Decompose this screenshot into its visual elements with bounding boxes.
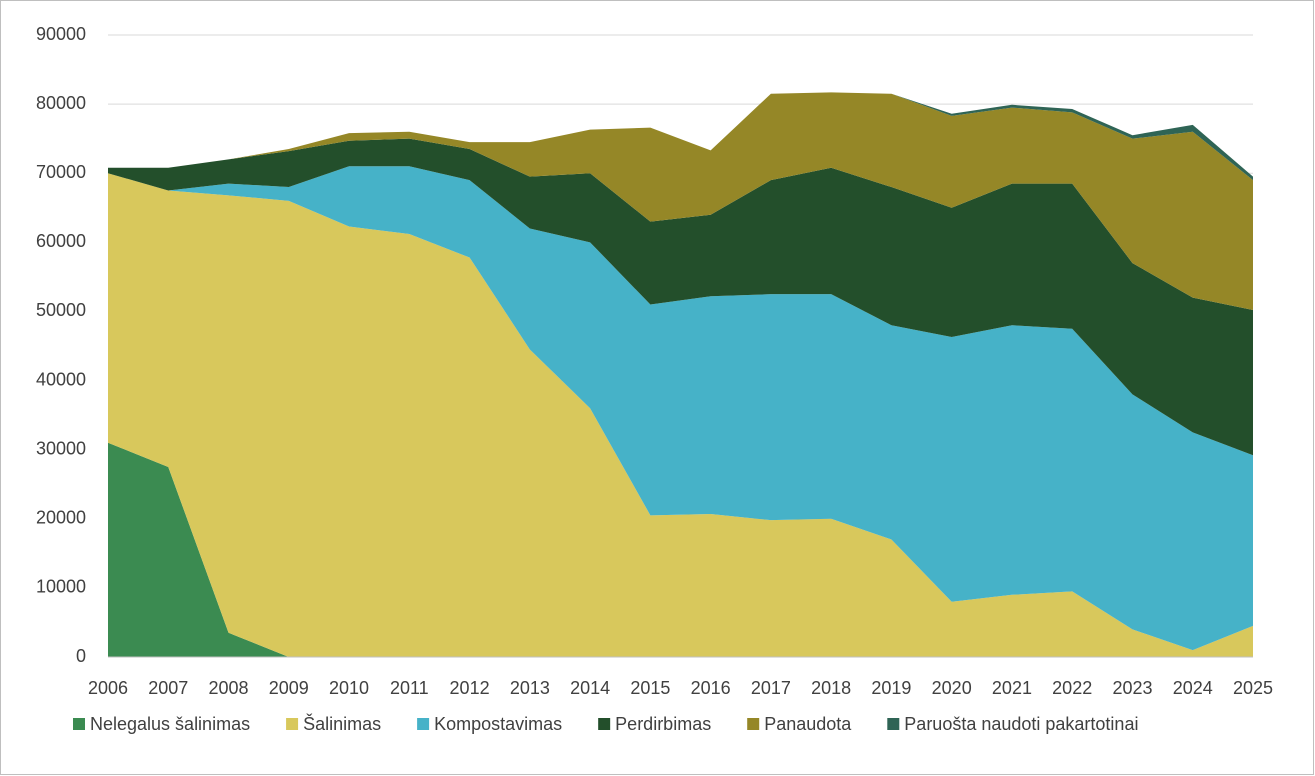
x-tick-label: 2025 [1233, 678, 1273, 698]
area [108, 442, 1253, 657]
x-tick-label: 2021 [992, 678, 1032, 698]
x-tick-label: 2015 [630, 678, 670, 698]
x-tick-label: 2017 [751, 678, 791, 698]
x-tick-label: 2020 [932, 678, 972, 698]
legend-label: Nelegalus šalinimas [90, 714, 250, 734]
legend-label: Šalinimas [303, 713, 381, 734]
legend-label: Panaudota [764, 714, 852, 734]
x-tick-label: 2018 [811, 678, 851, 698]
y-tick-label: 70000 [36, 162, 86, 182]
area [108, 92, 1253, 311]
y-tick-label: 40000 [36, 369, 86, 389]
area [108, 173, 1253, 657]
y-tick-label: 50000 [36, 300, 86, 320]
x-tick-label: 2024 [1173, 678, 1213, 698]
x-tick-label: 2013 [510, 678, 550, 698]
legend-label: Paruošta naudoti pakartotinai [904, 714, 1138, 734]
legend-swatch [417, 718, 430, 730]
x-tick-label: 2008 [209, 678, 249, 698]
y-tick-label: 90000 [36, 24, 86, 44]
legend-label: Perdirbimas [615, 714, 711, 734]
y-tick-label: 80000 [36, 93, 86, 113]
area [108, 138, 1253, 456]
legend-swatch [747, 718, 760, 730]
x-tick-label: 2006 [88, 678, 128, 698]
y-tick-label: 60000 [36, 231, 86, 251]
y-tick-label: 10000 [36, 577, 86, 597]
x-tick-label: 2010 [329, 678, 369, 698]
y-tick-label: 30000 [36, 438, 86, 458]
legend-swatch [73, 718, 85, 730]
legend-swatch [598, 718, 611, 730]
area [108, 166, 1253, 651]
legend-label: Kompostavimas [434, 714, 562, 734]
x-tick-label: 2016 [691, 678, 731, 698]
x-tick-label: 2009 [269, 678, 309, 698]
x-tick-label: 2011 [390, 678, 429, 698]
legend-swatch [286, 718, 299, 730]
x-tick-label: 2012 [450, 678, 490, 698]
x-tick-label: 2007 [148, 678, 188, 698]
x-tick-label: 2022 [1052, 678, 1092, 698]
x-tick-label: 2014 [570, 678, 610, 698]
legend-swatch [887, 718, 900, 730]
y-tick-label: 0 [76, 646, 86, 666]
x-tick-label: 2023 [1112, 678, 1152, 698]
x-tick-label: 2019 [871, 678, 911, 698]
y-tick-label: 20000 [36, 508, 86, 528]
